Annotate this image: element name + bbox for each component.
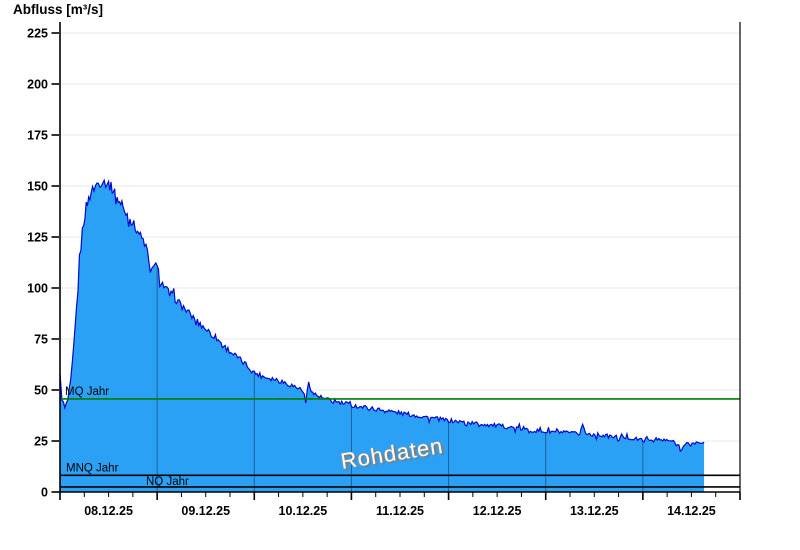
y-tick-label: 200: [27, 78, 48, 92]
x-tick-label: 08.12.25: [84, 504, 133, 518]
x-tick-label: 13.12.25: [570, 504, 619, 518]
x-tick-label: 09.12.25: [181, 504, 230, 518]
reference-label-nq: NQ Jahr: [146, 476, 189, 488]
x-tick-label: 10.12.25: [279, 504, 328, 518]
y-tick-label: 50: [34, 384, 48, 398]
area-fill: [60, 180, 705, 492]
y-tick-label: 100: [27, 282, 48, 296]
x-tick-label: 11.12.25: [376, 504, 424, 518]
y-tick-label: 175: [27, 129, 48, 143]
y-tick-label: 25: [34, 435, 48, 449]
chart-title: Abfluss [m³/s]: [13, 2, 104, 17]
y-tick-label: 0: [41, 486, 48, 500]
y-tick-label: 225: [27, 27, 48, 41]
area-outline: [59, 178, 705, 453]
x-tick-label: 14.12.25: [667, 504, 716, 518]
reference-label-mnq: MNQ Jahr: [66, 462, 119, 474]
y-tick-label: 150: [27, 180, 48, 194]
reference-label-mq: MQ Jahr: [65, 386, 109, 398]
y-tick-label: 125: [27, 231, 48, 245]
x-tick-label: 12.12.25: [473, 504, 522, 518]
y-tick-label: 75: [34, 333, 48, 347]
